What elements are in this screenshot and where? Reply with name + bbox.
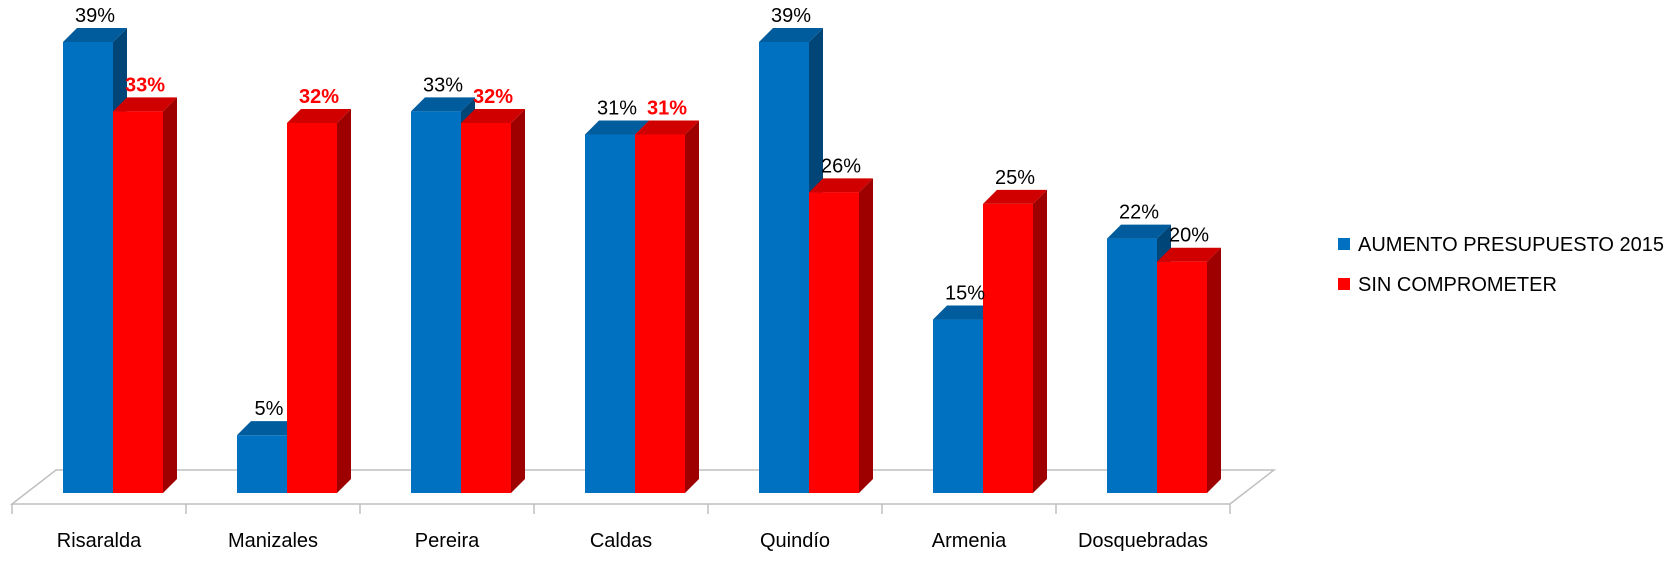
category-label: Risaralda	[57, 530, 142, 552]
data-label: 32%	[473, 86, 513, 108]
data-label: 15%	[945, 283, 985, 305]
data-labels-layer: 39% 33% 5% 32% 33% 32% 31% 31% 39% 26% 15% 25% 22% 20…	[75, 5, 1209, 420]
category-label: Pereira	[415, 530, 480, 552]
bar-sin-comprometer-0	[113, 97, 177, 493]
category-label: Manizales	[228, 530, 318, 552]
legend-item-series-1: AUMENTO PRESUPUESTO 2015	[1338, 232, 1664, 258]
category-label: Armenia	[932, 530, 1007, 552]
bars-layer	[63, 28, 1221, 494]
data-label: 31%	[647, 98, 687, 120]
data-label: 33%	[125, 74, 165, 96]
category-axis: Risaralda Manizales Pereira Caldas Quindío Ar…	[57, 530, 1208, 552]
bar-sin-comprometer-1	[287, 108, 351, 493]
bar-sin-comprometer-5	[983, 189, 1047, 493]
legend-swatch-series-2	[1338, 278, 1350, 290]
legend-label-series-2: SIN COMPROMETER	[1358, 274, 1557, 296]
category-label: Dosquebradas	[1078, 530, 1208, 552]
category-label: Quindío	[760, 530, 830, 552]
data-label: 31%	[597, 98, 637, 120]
bar-sin-comprometer-2	[461, 108, 525, 493]
legend: AUMENTO PRESUPUESTO 2015 SIN COMPROMETER	[1338, 232, 1664, 312]
legend-item-series-2: SIN COMPROMETER	[1338, 272, 1664, 298]
data-label: 26%	[821, 155, 861, 177]
data-label: 25%	[995, 167, 1035, 189]
chart-floor	[9, 469, 1277, 514]
data-label: 22%	[1119, 202, 1159, 224]
data-label: 39%	[75, 5, 115, 27]
bar-sin-comprometer-6	[1157, 247, 1221, 493]
bar-sin-comprometer-3	[635, 120, 699, 493]
legend-label-series-1: AUMENTO PRESUPUESTO 2015	[1358, 234, 1664, 256]
legend-swatch-series-1	[1338, 238, 1350, 250]
data-label: 5%	[255, 398, 284, 420]
data-label: 20%	[1169, 225, 1209, 247]
data-label: 33%	[423, 74, 463, 96]
category-label: Caldas	[590, 530, 652, 552]
data-label: 39%	[771, 5, 811, 27]
bar-sin-comprometer-4	[809, 178, 873, 494]
data-label: 32%	[299, 86, 339, 108]
chart-floor-plane	[9, 469, 1277, 505]
